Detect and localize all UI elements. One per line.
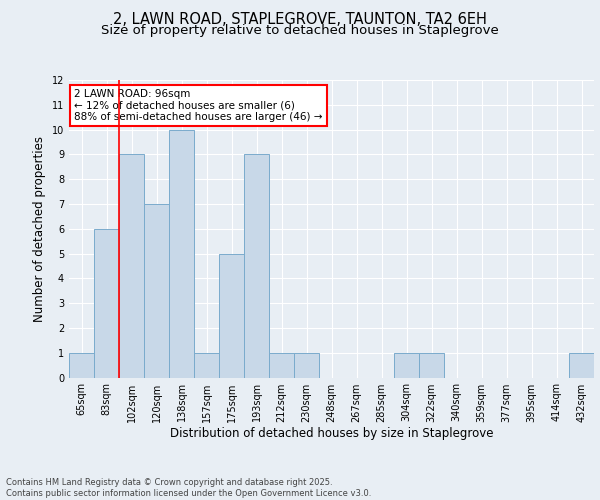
Y-axis label: Number of detached properties: Number of detached properties — [33, 136, 46, 322]
Bar — [244, 154, 269, 378]
Text: Contains HM Land Registry data © Crown copyright and database right 2025.
Contai: Contains HM Land Registry data © Crown c… — [6, 478, 371, 498]
Bar — [144, 204, 169, 378]
Bar — [419, 352, 444, 378]
Bar — [569, 352, 594, 378]
Bar — [119, 154, 144, 378]
Text: 2 LAWN ROAD: 96sqm
← 12% of detached houses are smaller (6)
88% of semi-detached: 2 LAWN ROAD: 96sqm ← 12% of detached hou… — [74, 89, 323, 122]
Bar — [269, 352, 294, 378]
Bar — [194, 352, 219, 378]
Bar — [169, 130, 194, 378]
X-axis label: Distribution of detached houses by size in Staplegrove: Distribution of detached houses by size … — [170, 428, 493, 440]
Text: 2, LAWN ROAD, STAPLEGROVE, TAUNTON, TA2 6EH: 2, LAWN ROAD, STAPLEGROVE, TAUNTON, TA2 … — [113, 12, 487, 28]
Bar — [69, 352, 94, 378]
Bar — [294, 352, 319, 378]
Bar — [219, 254, 244, 378]
Bar — [394, 352, 419, 378]
Text: Size of property relative to detached houses in Staplegrove: Size of property relative to detached ho… — [101, 24, 499, 37]
Bar — [94, 229, 119, 378]
